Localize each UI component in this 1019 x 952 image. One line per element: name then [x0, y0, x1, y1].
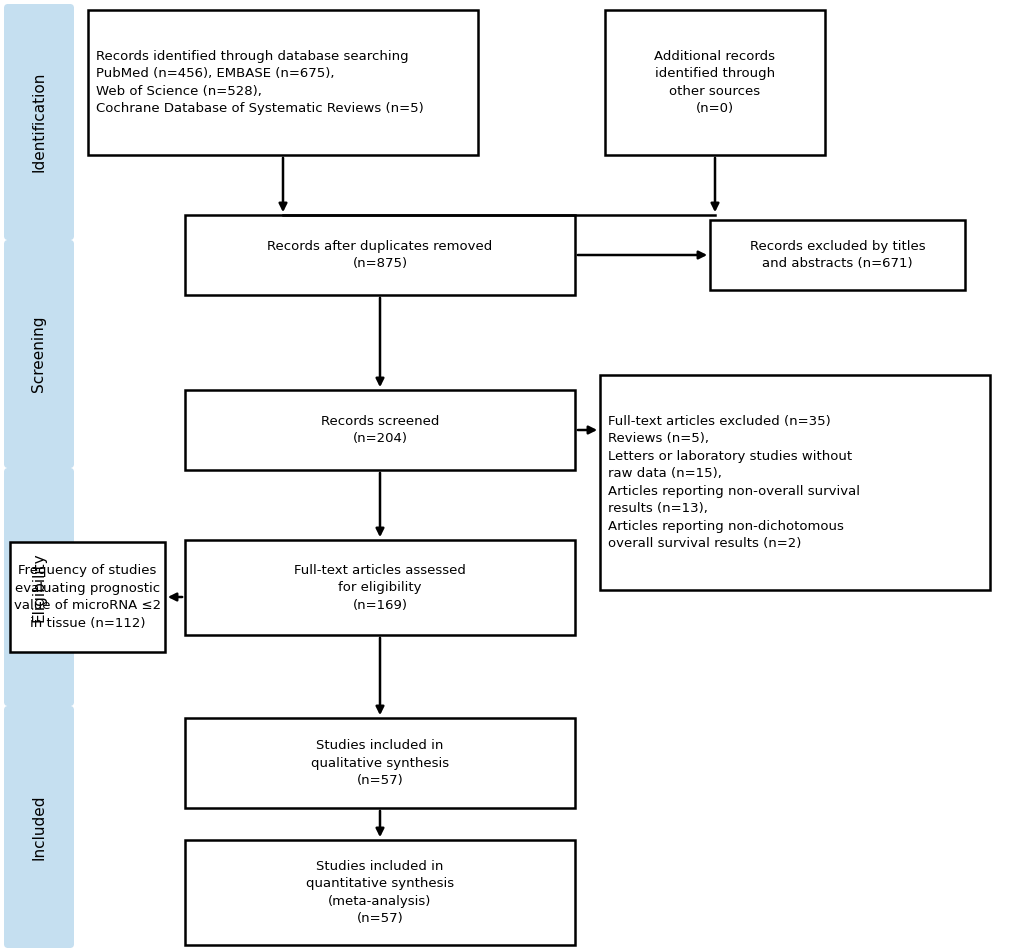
Text: Frequency of studies
evaluating prognostic
value of microRNA ≤2
in tissue (n=112: Frequency of studies evaluating prognost… [14, 565, 161, 630]
FancyBboxPatch shape [184, 540, 575, 635]
Text: Records after duplicates removed
(n=875): Records after duplicates removed (n=875) [267, 240, 492, 270]
Text: Full-text articles assessed
for eligibility
(n=169): Full-text articles assessed for eligibil… [293, 564, 466, 611]
FancyBboxPatch shape [10, 542, 165, 652]
Text: Eligibility: Eligibility [32, 552, 47, 622]
FancyBboxPatch shape [184, 390, 575, 470]
Text: Full-text articles excluded (n=35)
Reviews (n=5),
Letters or laboratory studies : Full-text articles excluded (n=35) Revie… [607, 415, 859, 550]
FancyBboxPatch shape [4, 706, 74, 948]
FancyBboxPatch shape [599, 375, 989, 590]
Text: Additional records
identified through
other sources
(n=0): Additional records identified through ot… [654, 50, 774, 115]
FancyBboxPatch shape [88, 10, 478, 155]
Text: Records identified through database searching
PubMed (n=456), EMBASE (n=675),
We: Records identified through database sear… [96, 50, 423, 115]
FancyBboxPatch shape [4, 468, 74, 706]
FancyBboxPatch shape [4, 240, 74, 468]
Text: Studies included in
qualitative synthesis
(n=57): Studies included in qualitative synthesi… [311, 739, 448, 787]
Text: Identification: Identification [32, 71, 47, 172]
Text: Studies included in
quantitative synthesis
(meta-analysis)
(n=57): Studies included in quantitative synthes… [306, 860, 453, 925]
FancyBboxPatch shape [4, 4, 74, 240]
FancyBboxPatch shape [184, 718, 575, 808]
Text: Included: Included [32, 794, 47, 860]
Text: Records screened
(n=204): Records screened (n=204) [321, 415, 439, 446]
FancyBboxPatch shape [604, 10, 824, 155]
FancyBboxPatch shape [184, 215, 575, 295]
Text: Screening: Screening [32, 316, 47, 392]
FancyBboxPatch shape [709, 220, 964, 290]
FancyBboxPatch shape [184, 840, 575, 945]
Text: Records excluded by titles
and abstracts (n=671): Records excluded by titles and abstracts… [749, 240, 924, 270]
